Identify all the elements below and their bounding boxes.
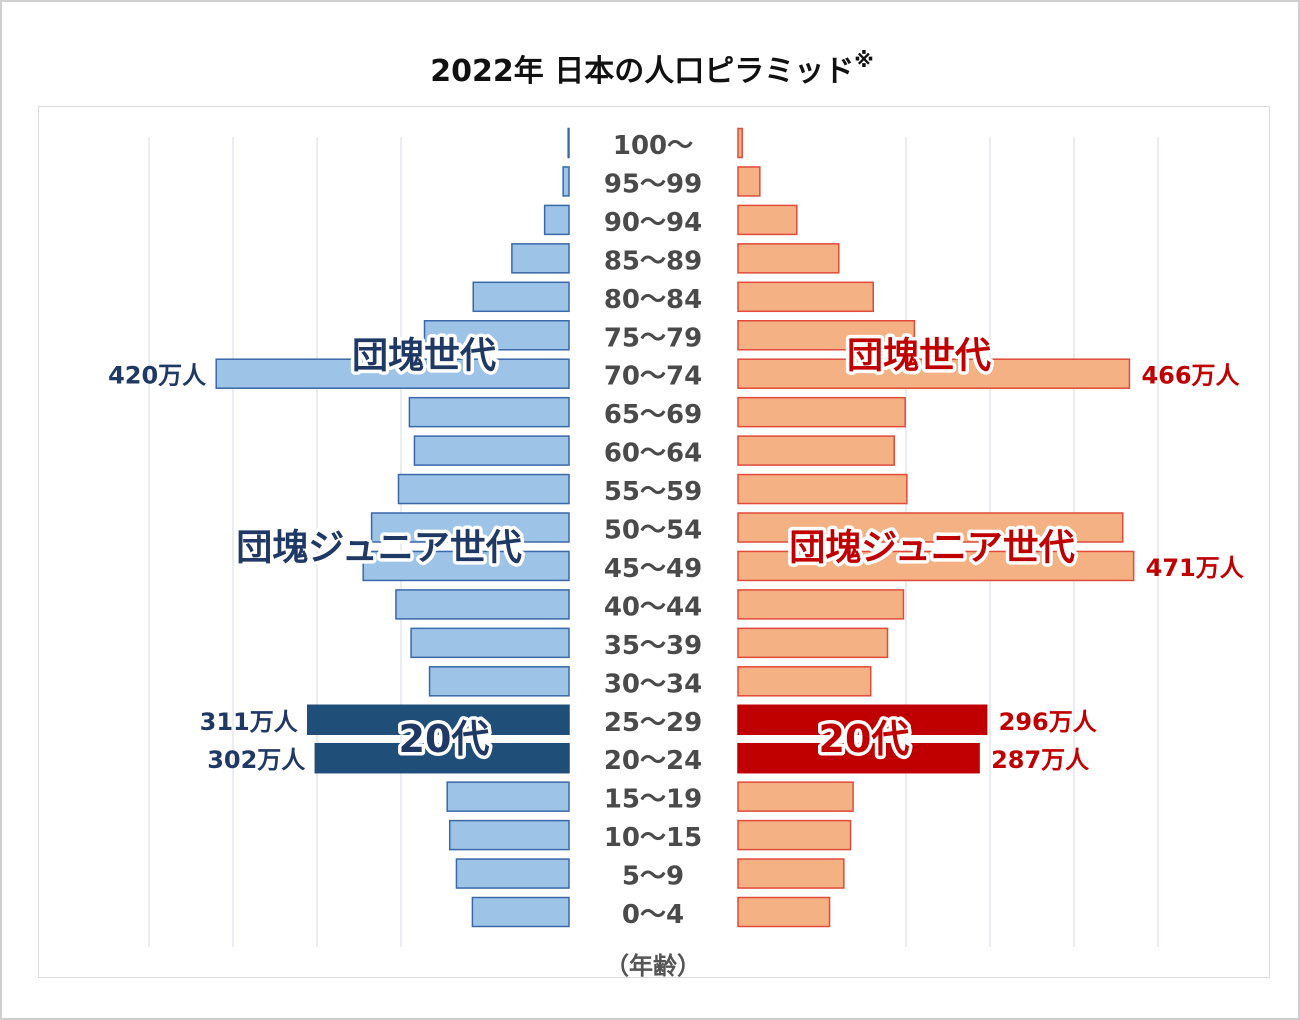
bar-left-5 [423, 320, 570, 351]
bar-right-17 [737, 781, 854, 812]
bar-left-17 [446, 781, 570, 812]
bar-right-8 [737, 435, 895, 466]
age-label: 30～34 [604, 669, 702, 699]
value-annotation-left: 420万人 [108, 362, 206, 390]
bar-right-19 [737, 858, 845, 889]
bar-right-10 [737, 512, 1124, 543]
group-label-left: 20代 [399, 717, 490, 761]
age-label: 100～ [613, 131, 693, 161]
group-label-right: 団塊ジュニア世代 [789, 528, 1074, 569]
value-annotation-right: 466万人 [1141, 362, 1239, 390]
bar-left-10 [370, 512, 570, 543]
bar-left-15 [307, 704, 570, 735]
bar-right-5 [737, 320, 916, 351]
bar-left-18 [448, 819, 570, 851]
age-label: 10～15 [604, 823, 702, 853]
bar-left-13 [410, 627, 570, 659]
bar-right-12 [737, 589, 905, 620]
age-label: 50～54 [604, 516, 702, 546]
age-label: 95～99 [604, 169, 702, 199]
bar-right-9 [737, 473, 908, 505]
bar-left-0 [567, 127, 570, 159]
bar-left-7 [408, 396, 570, 428]
value-annotation-right: 296万人 [999, 708, 1097, 736]
bar-right-0 [737, 127, 743, 159]
bar-right-13 [737, 627, 889, 659]
value-annotation-right: 287万人 [991, 746, 1089, 774]
bar-right-1 [737, 166, 761, 197]
plot-area: 100～ 95～99 90～94 85～89 80～84 75～79 70～74 65～69 6… [38, 106, 1270, 978]
chart-title: 2022年 日本の人口ピラミッド※ [2, 46, 1300, 90]
group-label-left: 団塊ジュニア世代 [236, 528, 521, 569]
bar-left-8 [413, 435, 570, 466]
bar-left-9 [397, 473, 570, 505]
age-label: 35～39 [604, 631, 702, 661]
group-label-right: 20代 [819, 717, 910, 761]
bar-right-18 [737, 819, 852, 851]
group-label-right: 団塊世代 [847, 335, 991, 376]
age-label: 55～59 [604, 477, 702, 507]
bar-left-16 [314, 742, 570, 774]
bar-left-14 [428, 666, 570, 697]
bar-right-15 [737, 704, 988, 735]
value-annotation-left: 311万人 [200, 708, 298, 736]
age-label: 25～29 [604, 708, 702, 738]
bar-left-6 [215, 358, 570, 389]
bar-right-7 [737, 396, 906, 428]
bar-right-16 [737, 742, 980, 774]
age-label: 80～84 [604, 285, 702, 315]
age-label: 20～24 [604, 746, 702, 776]
population-pyramid-chart: 100～ 95～99 90～94 85～89 80～84 75～79 70～74 65～69 6… [108, 127, 1244, 977]
bar-right-2 [737, 204, 798, 236]
bar-right-4 [737, 281, 874, 313]
age-label: 15～19 [604, 785, 702, 815]
age-label: 85～89 [604, 246, 702, 276]
age-label: 40～44 [604, 592, 702, 622]
age-label: 65～69 [604, 400, 702, 430]
age-label: 45～49 [604, 554, 702, 584]
age-label: 60～64 [604, 439, 702, 469]
group-label-left: 団塊世代 [352, 335, 496, 376]
age-label: 70～74 [604, 362, 702, 392]
age-label: 75～79 [604, 323, 702, 353]
chart-title-text: 2022年 日本の人口ピラミッド [430, 54, 855, 89]
x-axis-label: （年齢） [605, 952, 701, 977]
age-label: 5～9 [622, 862, 684, 892]
bar-right-14 [737, 666, 872, 697]
age-label: 0～4 [622, 900, 684, 930]
bar-right-20 [737, 896, 831, 928]
bar-left-3 [511, 243, 570, 274]
bar-left-12 [395, 589, 570, 620]
bar-left-1 [562, 166, 570, 197]
bar-left-4 [472, 281, 570, 313]
bar-left-11 [362, 550, 570, 582]
bar-right-11 [737, 550, 1135, 582]
bar-left-2 [543, 204, 570, 236]
bar-right-6 [737, 358, 1131, 389]
bar-right-3 [737, 243, 840, 274]
value-annotation-right: 471万人 [1146, 554, 1244, 582]
age-label: 90～94 [604, 208, 702, 238]
bar-left-19 [455, 858, 570, 889]
bar-left-20 [471, 896, 570, 928]
value-annotation-left: 302万人 [207, 746, 305, 774]
chart-title-note: ※ [854, 48, 874, 72]
